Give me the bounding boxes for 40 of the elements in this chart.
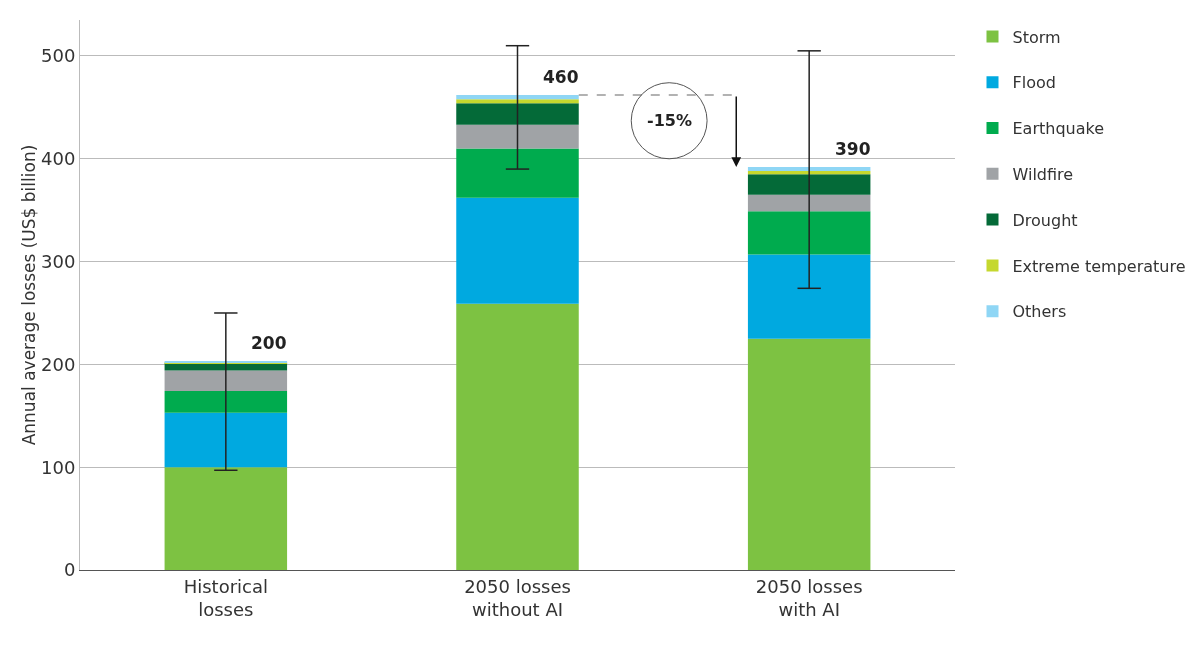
total-label: 460: [543, 67, 579, 87]
x-tick-label: 2050 losses without AI: [464, 575, 571, 620]
bar: [164, 363, 288, 371]
legend-label: Extreme temperature: [1012, 256, 1186, 276]
y-tick-label: 100: [41, 456, 76, 478]
bar: [164, 391, 288, 413]
legend-label: Flood: [1012, 73, 1056, 93]
bar: [164, 370, 288, 392]
annotation: -15%: [647, 111, 692, 130]
legend-label: Others: [1012, 302, 1067, 322]
bar: [456, 148, 579, 198]
bar: [747, 167, 871, 172]
legend-label: Drought: [1012, 210, 1078, 230]
bar: [456, 103, 579, 125]
total-label: 200: [251, 333, 287, 353]
bar: [747, 254, 871, 339]
y-tick-label: 400: [41, 148, 76, 170]
bar: [747, 194, 871, 212]
bar: [747, 171, 871, 175]
bar: [456, 99, 579, 104]
x-tick-label: 2050 losses with AI: [755, 575, 863, 620]
legend-label: Wildfire: [1012, 165, 1074, 185]
bar: [456, 124, 579, 149]
y-tick-label: 300: [41, 250, 76, 272]
y-tick-label: 0: [63, 559, 76, 581]
bar: [456, 95, 579, 100]
bar: [747, 174, 871, 195]
bar: [164, 412, 288, 468]
bar: [456, 197, 579, 304]
bar: [747, 211, 871, 255]
y-tick-label: 500: [41, 45, 76, 67]
legend-label: Earthquake: [1012, 119, 1105, 139]
y-axis-title: Annual average losses (US$ billion): [19, 144, 40, 446]
total-label: 390: [835, 139, 871, 159]
y-tick-label: 200: [41, 353, 76, 375]
x-tick-label: Historical losses: [183, 575, 268, 620]
bar: [747, 338, 871, 570]
legend-label: Storm: [1012, 27, 1061, 47]
bar: [456, 303, 579, 570]
bar: [164, 467, 288, 570]
